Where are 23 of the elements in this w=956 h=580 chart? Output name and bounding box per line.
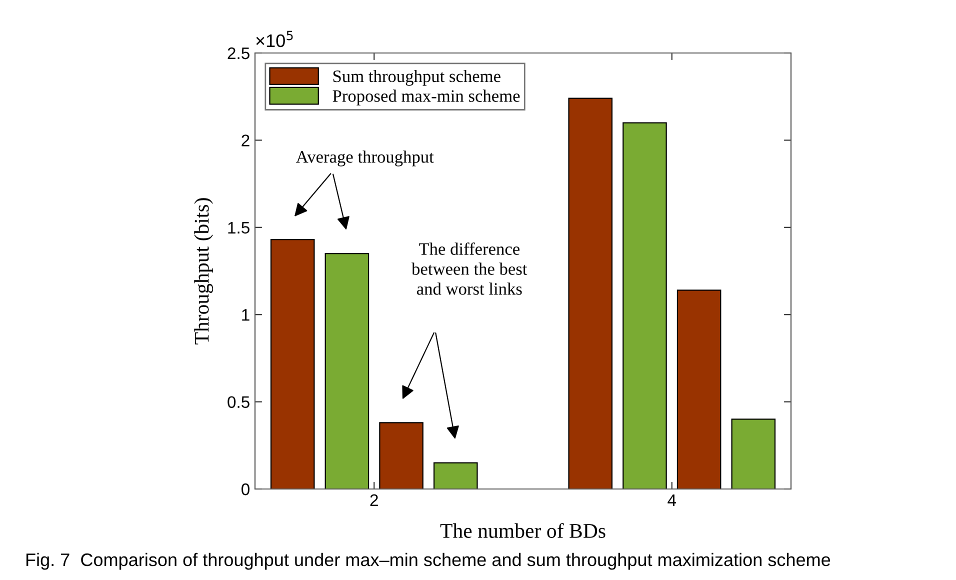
- bar: [433, 462, 478, 489]
- bar: [324, 253, 370, 489]
- y-tick-label: 1.5: [228, 222, 250, 234]
- legend-label: Proposed max-min scheme: [332, 90, 520, 106]
- x-axis-title: The number of BDs: [440, 523, 606, 538]
- x-tick-label: 4: [668, 494, 676, 506]
- bar: [622, 122, 667, 489]
- y-tick-label: 0.5: [228, 396, 250, 408]
- y-tick-label: 0: [242, 483, 250, 496]
- annotation: Average throughput: [296, 150, 434, 166]
- caption: Fig. 7 Comparison of throughput under max–min scheme and sum throughput maximization scheme: [26, 552, 830, 570]
- annotation: The difference between the best and worst links: [412, 242, 528, 295]
- bar: [379, 422, 424, 489]
- y-tick-label: 2: [242, 134, 250, 146]
- bar: [676, 290, 722, 489]
- y-tick-label: 1: [242, 309, 250, 321]
- y-axis-title: Throughput (bits): [194, 198, 214, 344]
- bar: [731, 418, 776, 489]
- y-tick-label: 2.5: [228, 47, 250, 60]
- bar: [568, 98, 613, 489]
- bar: [270, 239, 315, 489]
- legend-label: Sum throughput scheme: [333, 70, 500, 86]
- text: ×10$^{5}$: [256, 30, 293, 48]
